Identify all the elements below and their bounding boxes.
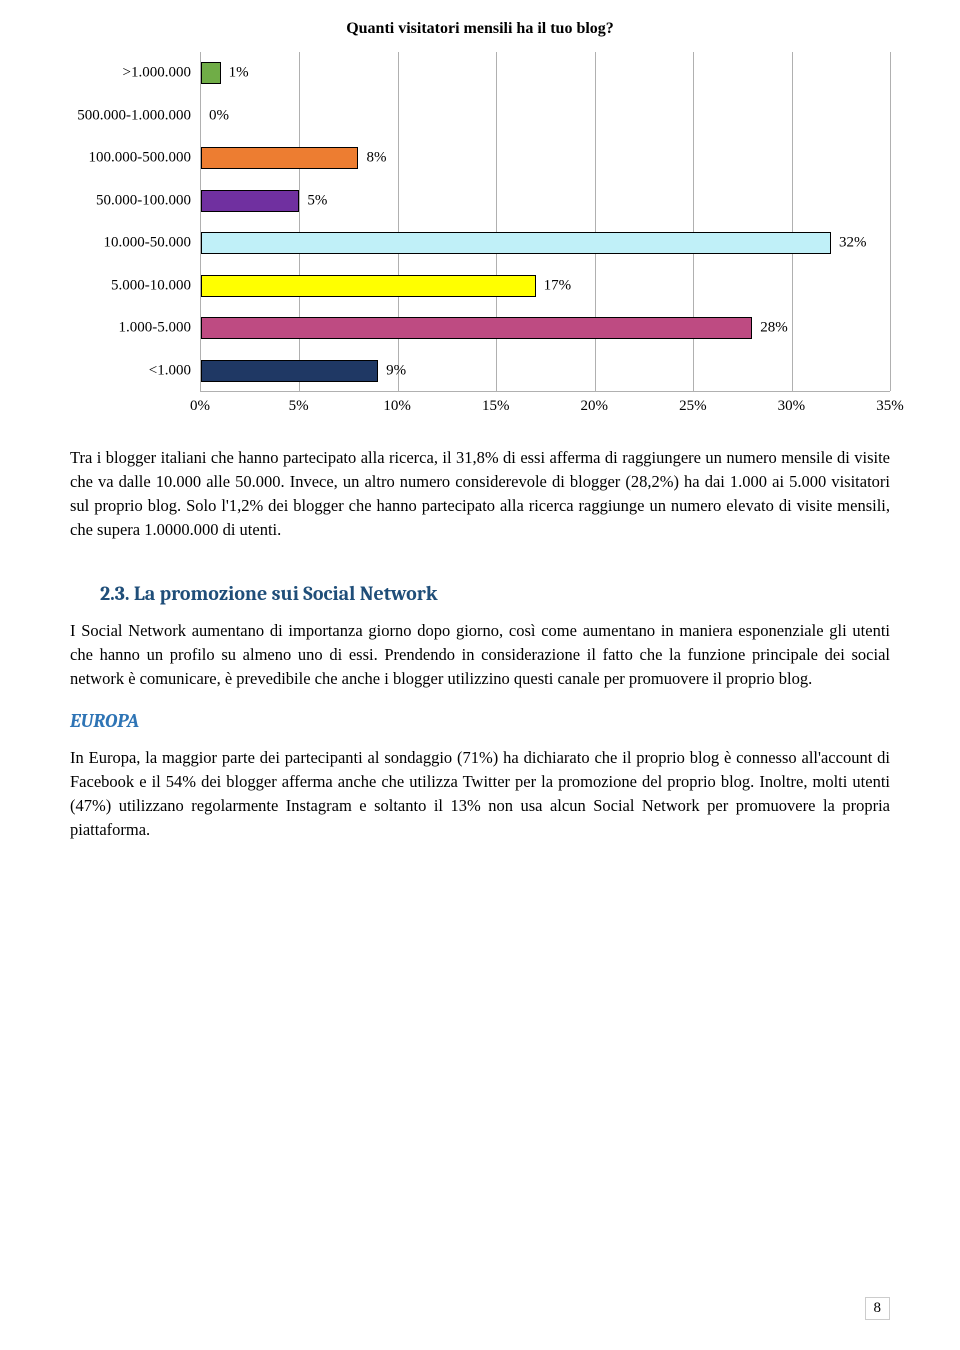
chart-bar [201, 232, 831, 254]
chart-category-label: >1.000.000 [71, 65, 201, 82]
chart-xtick-label: 10% [383, 398, 411, 415]
chart-value-label: 28% [760, 320, 788, 337]
paragraph-2: I Social Network aumentano di importanza… [70, 619, 890, 691]
chart-bar-row: 5.000-10.00017% [201, 265, 890, 308]
chart-bar [201, 275, 536, 297]
chart-value-label: 17% [544, 277, 572, 294]
chart-bar [201, 317, 752, 339]
chart-bar-row: 10.000-50.00032% [201, 222, 890, 265]
chart-category-label: 1.000-5.000 [71, 320, 201, 337]
chart-bar [201, 147, 358, 169]
chart-bar-row: 100.000-500.0008% [201, 137, 890, 180]
chart-gridline [890, 52, 891, 391]
chart-category-label: 500.000-1.000.000 [71, 107, 201, 124]
chart-bar-row: >1.000.0001% [201, 52, 890, 95]
chart-bar [201, 62, 221, 84]
chart-bar [201, 190, 299, 212]
chart-xtick-label: 5% [289, 398, 309, 415]
chart-bar-row: 1.000-5.00028% [201, 307, 890, 350]
chart-category-label: 5.000-10.000 [71, 277, 201, 294]
chart-category-label: <1.000 [71, 362, 201, 379]
chart-value-label: 32% [839, 235, 867, 252]
chart-xtick-label: 15% [482, 398, 510, 415]
chart-category-label: 10.000-50.000 [71, 235, 201, 252]
paragraph-3: In Europa, la maggior parte dei partecip… [70, 746, 890, 842]
region-heading: EUROPA [70, 710, 890, 732]
chart-value-label: 5% [307, 192, 327, 209]
chart-bar [201, 360, 378, 382]
section-heading: 2.3. La promozione sui Social Network [70, 582, 890, 605]
chart-plot-area: >1.000.0001%500.000-1.000.0000%100.000-5… [200, 52, 890, 392]
page-number: 8 [865, 1297, 891, 1320]
chart-title: Quanti visitatori mensili ha il tuo blog… [70, 20, 890, 38]
chart-value-label: 0% [209, 107, 229, 124]
chart-value-label: 1% [229, 65, 249, 82]
chart-bar-row: <1.0009% [201, 350, 890, 393]
chart-category-label: 100.000-500.000 [71, 150, 201, 167]
chart-x-axis: 0%5%10%15%20%25%30%35% [200, 392, 890, 422]
chart-bar-row: 50.000-100.0005% [201, 180, 890, 223]
chart-xtick-label: 25% [679, 398, 707, 415]
chart-value-label: 8% [366, 150, 386, 167]
paragraph-1: Tra i blogger italiani che hanno parteci… [70, 446, 890, 542]
chart-xtick-label: 0% [190, 398, 210, 415]
chart-xtick-label: 30% [778, 398, 806, 415]
chart-xtick-label: 35% [876, 398, 904, 415]
chart-category-label: 50.000-100.000 [71, 192, 201, 209]
chart-bar-row: 500.000-1.000.0000% [201, 95, 890, 138]
chart-value-label: 9% [386, 362, 406, 379]
visitors-chart: Quanti visitatori mensili ha il tuo blog… [70, 20, 890, 422]
chart-xtick-label: 20% [581, 398, 609, 415]
